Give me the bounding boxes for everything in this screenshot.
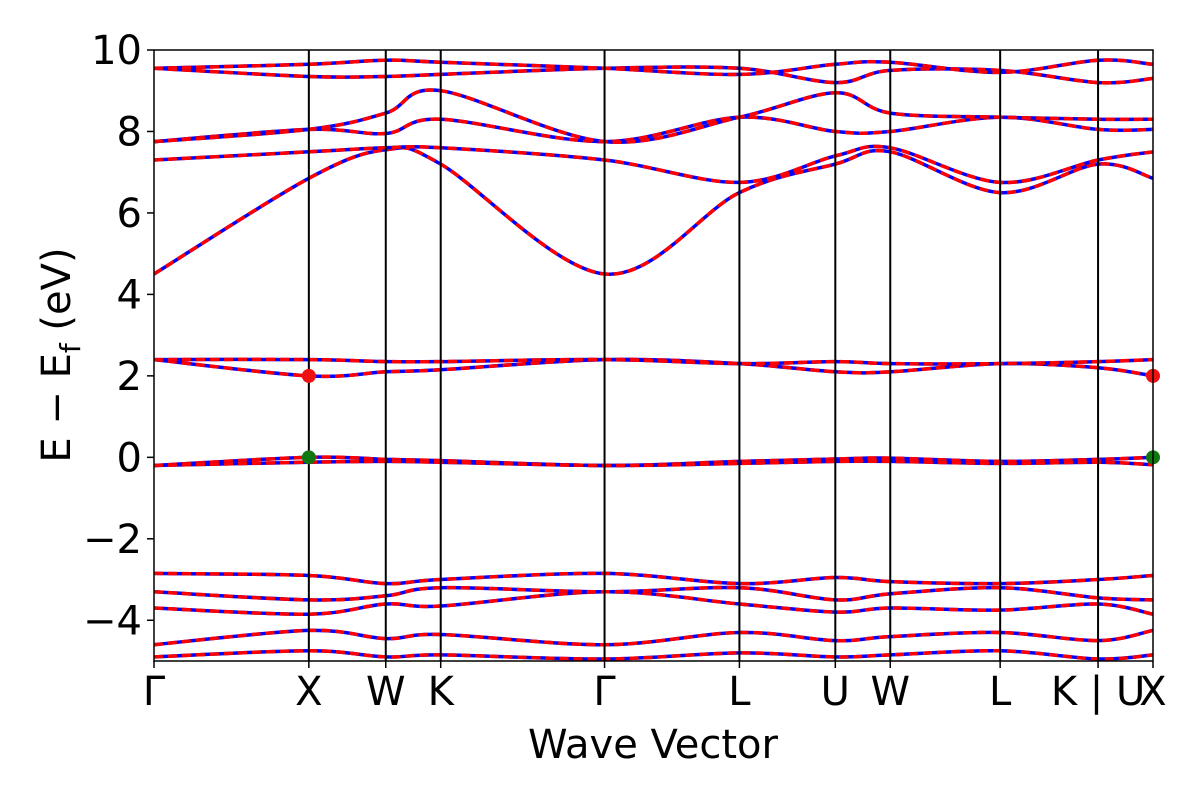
y-tick-label: 10 xyxy=(91,28,142,74)
band-line-10-blue xyxy=(154,146,1153,276)
band-line-11-blue xyxy=(154,144,1153,185)
x-tick-label-1: Γ xyxy=(143,669,166,715)
vbm-marker-1 xyxy=(301,450,316,465)
band-line-3-blue xyxy=(154,590,1153,616)
band-lines xyxy=(154,58,1153,661)
y-tick-label: 2 xyxy=(117,354,142,400)
x-tick-label-5: Γ xyxy=(593,669,616,715)
y-tick-label: −4 xyxy=(83,598,142,644)
x-axis-label: Wave Vector xyxy=(528,722,779,768)
band-line-1-red xyxy=(154,648,1153,661)
x-tick-label-8: W xyxy=(870,669,910,715)
band-line-9-red xyxy=(154,357,1153,366)
x-tick-label-3: W xyxy=(366,669,406,715)
band-line-2-red xyxy=(154,628,1153,647)
band-line-3-red xyxy=(154,590,1153,616)
x-tick-label-9: L xyxy=(989,669,1012,715)
band-line-9-blue xyxy=(154,357,1153,366)
band-line-6-red xyxy=(154,455,1153,468)
y-axis-ticks: −4 −2 0 2 4 6 8 10 xyxy=(83,28,154,644)
band-line-11-red xyxy=(154,144,1153,185)
band-line-15-red xyxy=(154,58,1153,77)
x-tick-label-6: L xyxy=(728,669,751,715)
y-tick-label: 8 xyxy=(117,109,142,155)
x-tick-label-10: K | U xyxy=(1051,669,1145,715)
x-tick-label-7: U xyxy=(821,669,850,715)
x-tick-label-4: K xyxy=(428,669,456,715)
y-tick-label: 4 xyxy=(117,272,142,318)
y-axis-label: E − Ef (eV) xyxy=(34,247,87,462)
band-line-1-blue xyxy=(154,648,1153,661)
y-tick-label: 0 xyxy=(117,435,142,481)
band-line-10-red xyxy=(154,146,1153,276)
band-line-5-blue xyxy=(154,571,1153,586)
cbm-marker-1 xyxy=(301,368,316,383)
plot-frame xyxy=(153,49,1154,662)
band-line-7-red xyxy=(154,459,1153,468)
band-line-4-red xyxy=(154,585,1153,602)
x-tick-label-2: X xyxy=(295,669,322,715)
y-tick-label: 6 xyxy=(117,191,142,237)
band-line-2-blue xyxy=(154,628,1153,647)
kpoint-lines xyxy=(307,50,1100,661)
x-tick-label-11: X xyxy=(1139,669,1166,715)
extrema-markers xyxy=(301,368,1160,465)
band-line-5-red xyxy=(154,571,1153,586)
y-tick-label: −2 xyxy=(83,517,142,563)
